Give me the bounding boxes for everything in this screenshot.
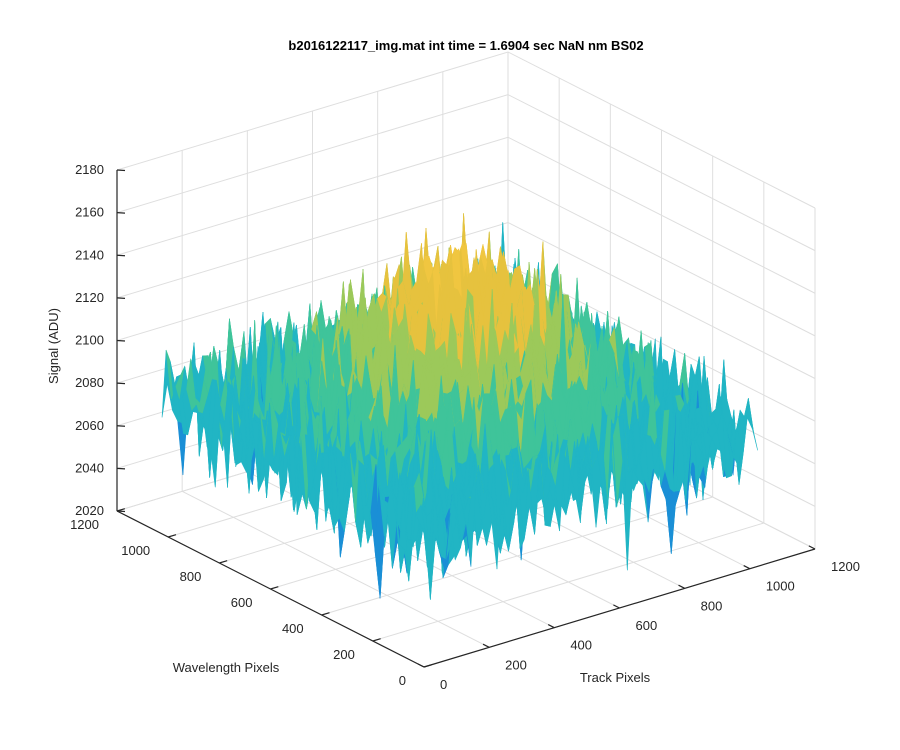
surface-patch bbox=[419, 523, 430, 543]
z-axis-title: Signal (ADU) bbox=[46, 308, 61, 384]
z-tick bbox=[116, 212, 126, 214]
x-tick bbox=[743, 565, 751, 570]
z-tick-label: 2020 bbox=[75, 503, 104, 518]
z-tick bbox=[116, 169, 126, 172]
grid-line-y bbox=[372, 182, 765, 642]
y-tick-label: 1200 bbox=[70, 517, 99, 532]
x-axis-ticks: 0 200 400 600 800 1000 1200 bbox=[417, 545, 860, 692]
y-tick bbox=[372, 638, 381, 642]
surface-patch bbox=[748, 398, 758, 451]
y-tick bbox=[270, 586, 279, 590]
y-tick bbox=[116, 508, 125, 512]
y-tick-label: 1000 bbox=[121, 543, 150, 558]
z-tick bbox=[116, 467, 126, 470]
x-tick bbox=[613, 604, 620, 609]
y-tick bbox=[321, 612, 330, 616]
x-tick bbox=[547, 624, 555, 629]
x-axis-title: Track Pixels bbox=[580, 670, 651, 685]
y-tick-label: 0 bbox=[399, 673, 406, 688]
grid-line-z bbox=[116, 51, 816, 209]
x-tick-label: 1000 bbox=[766, 579, 795, 594]
z-tick bbox=[116, 297, 126, 299]
z-tick-label: 2100 bbox=[75, 333, 104, 348]
z-axis-ticks: 2020 2040 2060 2080 2100 2120 2140 2160 2180 bbox=[75, 162, 126, 518]
signal-surface bbox=[161, 213, 758, 600]
z-tick-label: 2060 bbox=[75, 418, 104, 433]
x-tick-label: 800 bbox=[701, 598, 723, 613]
z-tick-label: 2160 bbox=[75, 205, 104, 220]
z-tick-label: 2120 bbox=[75, 290, 104, 305]
x-tick-label: 200 bbox=[505, 657, 527, 672]
x-tick-label: 400 bbox=[570, 638, 592, 653]
grid-line-z bbox=[116, 94, 816, 252]
x-tick bbox=[678, 584, 685, 589]
z-tick-label: 2040 bbox=[75, 460, 104, 475]
y-tick bbox=[167, 534, 177, 538]
x-tick-label: 600 bbox=[636, 618, 658, 633]
y-tick-label: 200 bbox=[333, 647, 355, 662]
x-tick bbox=[482, 643, 490, 648]
z-tick-label: 2140 bbox=[75, 247, 104, 262]
y-axis-ticks: 0 200 400 600 800 1000 1200 bbox=[70, 508, 432, 688]
x-tick-label: 1200 bbox=[831, 559, 860, 574]
z-tick bbox=[116, 425, 126, 427]
y-tick-label: 600 bbox=[231, 595, 253, 610]
y-tick-label: 800 bbox=[180, 569, 202, 584]
chart-title: b2016122117_img.mat int time = 1.6904 se… bbox=[288, 38, 643, 53]
z-tick-label: 2180 bbox=[75, 162, 104, 177]
y-axis-title: Wavelength Pixels bbox=[173, 660, 280, 675]
y-tick bbox=[423, 664, 432, 668]
z-tick-label: 2080 bbox=[75, 375, 104, 390]
x-tick-label: 0 bbox=[440, 677, 447, 692]
z-tick bbox=[116, 339, 126, 342]
grid-line-y bbox=[321, 156, 714, 616]
z-tick bbox=[116, 382, 126, 385]
z-tick bbox=[116, 254, 126, 257]
y-tick-label: 400 bbox=[282, 621, 304, 636]
x-tick bbox=[808, 545, 816, 550]
x-tick bbox=[417, 663, 425, 668]
y-tick bbox=[219, 560, 228, 564]
